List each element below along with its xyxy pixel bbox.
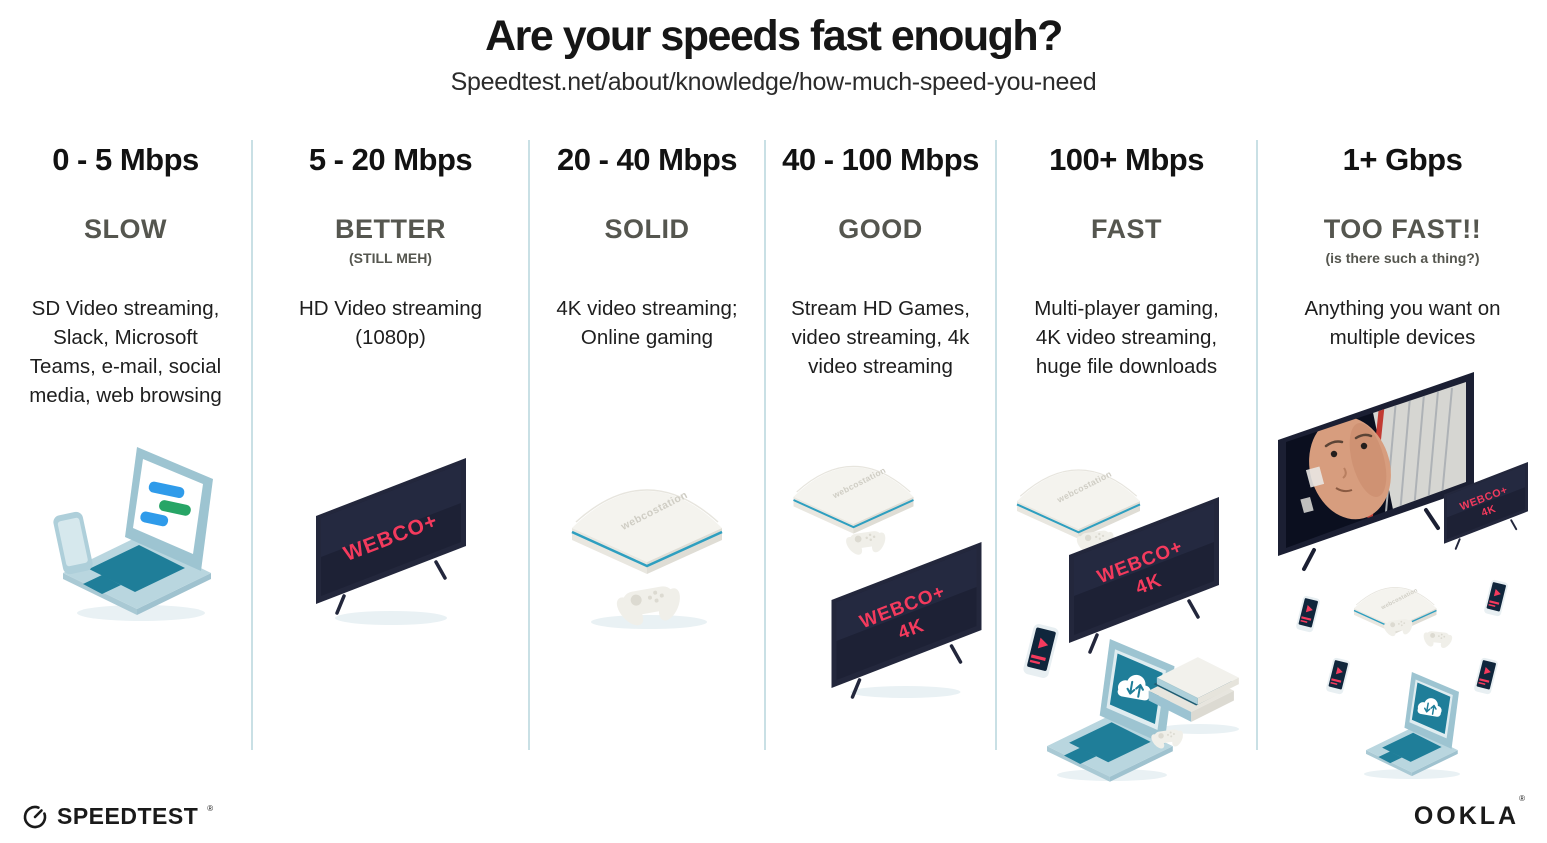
ookla-trademark: ®	[1519, 794, 1525, 803]
shadow	[850, 686, 960, 698]
tier-label: SOLID	[604, 214, 690, 244]
speedtest-logo: SPEEDTEST ®	[22, 803, 213, 830]
tier-description: SD Video streaming, Slack, Microsoft Tea…	[29, 297, 222, 408]
tv-4k-icon	[831, 542, 981, 697]
tier-label: TOO FAST!!	[1323, 214, 1482, 244]
speedtest-trademark: ®	[207, 804, 214, 813]
laptop-and-phone-illustration	[51, 447, 213, 621]
tier-description: HD Video streaming (1080p)	[298, 297, 483, 350]
column-20-40-mbps: 20 - 40 Mbps SOLID 4K video streaming; O…	[530, 140, 766, 750]
hd-tv-illustration	[305, 448, 477, 625]
many-devices-illustration	[1274, 370, 1532, 779]
speed-range: 5 - 20 Mbps	[308, 142, 473, 177]
shadow	[591, 615, 707, 629]
multi-device-illustration	[1015, 467, 1239, 783]
shadow	[334, 611, 447, 625]
smartphone-video-icon	[1482, 579, 1509, 617]
tier-description: Anything you want on multiple devices	[1304, 297, 1501, 350]
tier-label: BETTER	[335, 214, 446, 244]
game-console-icon	[791, 463, 915, 535]
laptop-cloud-download-icon	[1045, 637, 1176, 783]
smartphone-video-icon	[1294, 595, 1321, 633]
page-title: Are your speeds fast enough?	[485, 12, 1063, 60]
tv-with-brand-icon	[316, 458, 466, 613]
column-0-5-mbps: 0 - 5 Mbps SLOW SD Video streaming, Slac…	[0, 140, 253, 750]
column-100-plus-mbps: 100+ Mbps FAST Multi-player gaming, 4K v…	[997, 140, 1258, 783]
game-controller-icon	[841, 529, 891, 560]
ookla-wordmark: OOKLA	[1413, 802, 1520, 830]
column-1-plus-gbps: 1+ Gbps TOO FAST!! (is there such a thin…	[1258, 140, 1547, 779]
speed-range: 100+ Mbps	[1049, 142, 1204, 177]
speed-range: 40 - 100 Mbps	[782, 142, 979, 177]
tier-label: GOOD	[838, 214, 923, 244]
tier-note: (is there such a thing?)	[1325, 250, 1480, 266]
game-controller-icon	[1419, 630, 1455, 651]
laptop-cloud-download-icon	[1364, 671, 1460, 777]
column-5-20-mbps: 5 - 20 Mbps BETTER (STILL MEH) HD Video …	[253, 140, 530, 750]
speed-range: 1+ Gbps	[1342, 142, 1463, 177]
game-console-icon	[570, 487, 724, 576]
speedtest-wordmark: SPEEDTEST	[57, 803, 199, 829]
page-header: Are your speeds fast enough? Speedtest.n…	[0, 0, 1547, 97]
tier-label: SLOW	[84, 214, 167, 244]
game-console-icon	[1015, 467, 1141, 540]
tier-description: Multi-player gaming, 4K video streaming,…	[1034, 297, 1219, 379]
page-subtitle-url: Speedtest.net/about/knowledge/how-much-s…	[450, 68, 1097, 96]
speed-range: 20 - 40 Mbps	[556, 142, 738, 177]
speed-tier-columns: 0 - 5 Mbps SLOW SD Video streaming, Slac…	[0, 140, 1547, 783]
tier-description: Stream HD Games, video streaming, 4k vid…	[791, 297, 970, 379]
tier-label: FAST	[1090, 214, 1162, 244]
page-footer: SPEEDTEST ® OOKLA®	[22, 794, 1525, 831]
tier-note: (STILL MEH)	[349, 250, 432, 266]
speedometer-icon	[23, 805, 47, 828]
smartphone-icon	[51, 510, 94, 576]
ookla-logo: OOKLA®	[1413, 794, 1525, 831]
speed-range: 0 - 5 Mbps	[52, 142, 199, 177]
smartphone-video-icon	[1021, 622, 1060, 680]
tier-description: 4K video streaming; Online gaming	[556, 297, 738, 350]
console-controller-illustration	[570, 487, 724, 632]
smartphone-video-icon	[1324, 657, 1351, 695]
smartphone-video-icon	[1472, 657, 1499, 695]
column-40-100-mbps: 40 - 100 Mbps GOOD Stream HD Games, vide…	[766, 140, 997, 750]
console-and-4k-tv-illustration	[791, 463, 988, 698]
